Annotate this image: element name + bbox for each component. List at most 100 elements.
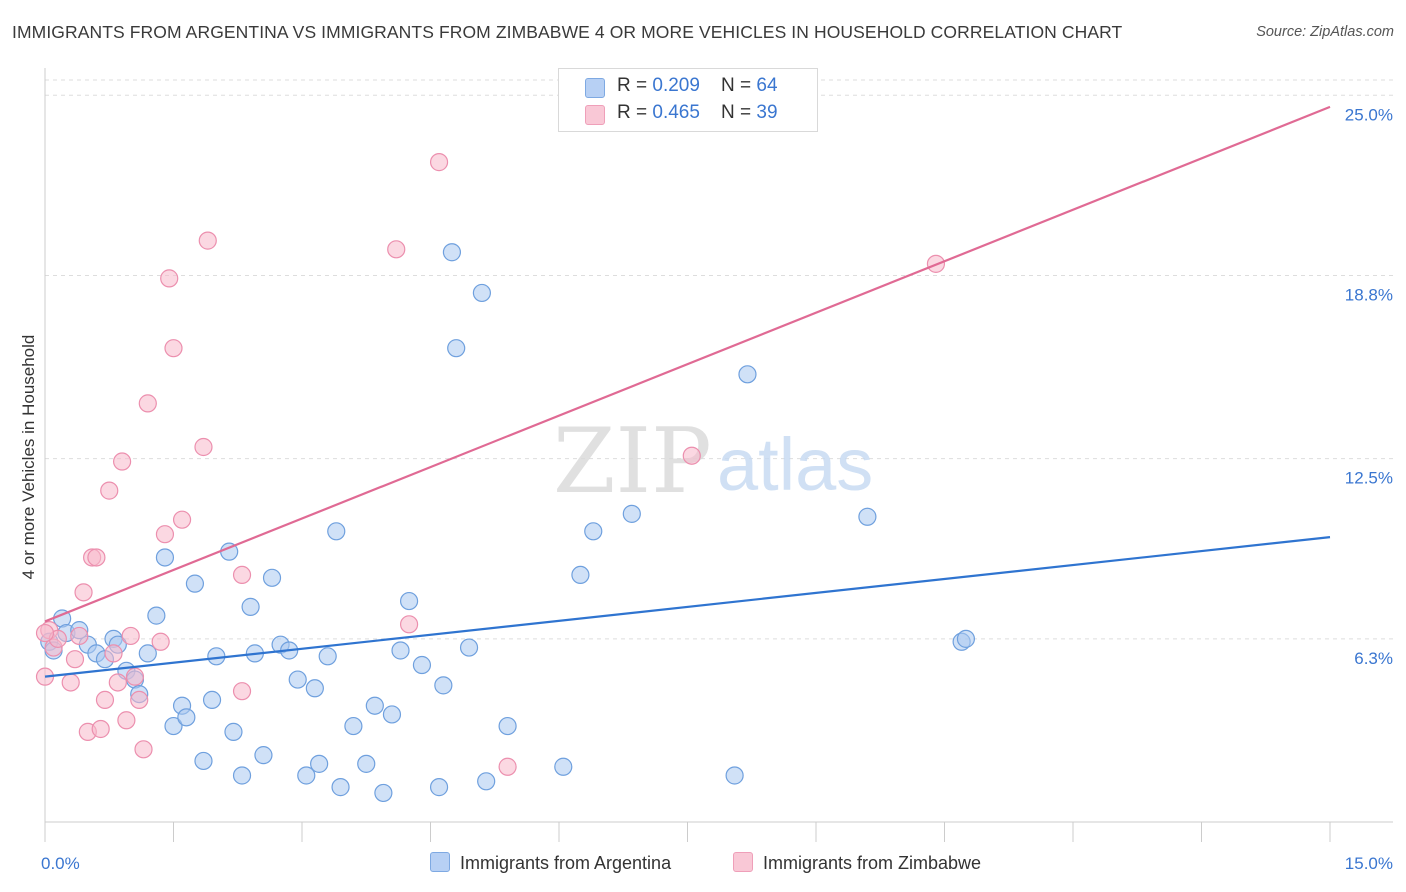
watermark: ZIP atlas bbox=[553, 409, 873, 514]
point-zimbabwe-28 bbox=[194, 437, 213, 457]
point-argentina-18 bbox=[177, 708, 196, 727]
point-zimbabwe-19 bbox=[125, 667, 145, 686]
chart-source: Source: ZipAtlas.com bbox=[1256, 24, 1394, 40]
point-argentina-51 bbox=[459, 638, 479, 657]
point-argentina-26 bbox=[241, 597, 260, 616]
point-argentina-55 bbox=[554, 757, 573, 776]
point-zimbabwe-14 bbox=[104, 644, 123, 663]
bottom-swatch-zimbabwe bbox=[733, 852, 753, 872]
point-zimbabwe-7 bbox=[74, 583, 93, 602]
point-argentina-54 bbox=[498, 716, 517, 736]
point-zimbabwe-12 bbox=[95, 690, 115, 710]
point-argentina-28 bbox=[254, 746, 273, 765]
bottom-legend-label-zimbabwe: Immigrants from Zimbabwe bbox=[763, 853, 982, 873]
point-zimbabwe-23 bbox=[151, 632, 170, 651]
point-zimbabwe-20 bbox=[130, 690, 149, 710]
point-argentina-56 bbox=[571, 565, 590, 585]
point-zimbabwe-13 bbox=[100, 481, 119, 500]
point-zimbabwe-21 bbox=[134, 740, 153, 759]
y-tick-label-2: 18.8% bbox=[1345, 285, 1393, 304]
point-argentina-13 bbox=[138, 644, 157, 663]
trendline-argentina bbox=[44, 536, 1331, 678]
point-argentina-32 bbox=[288, 670, 307, 689]
point-argentina-25 bbox=[232, 766, 252, 785]
point-zimbabwe-4 bbox=[61, 673, 80, 692]
grid-layer bbox=[45, 79, 1393, 640]
point-argentina-59 bbox=[725, 766, 744, 785]
point-argentina-49 bbox=[442, 243, 462, 262]
legend-n-value-argentina: 64 bbox=[756, 75, 778, 96]
point-argentina-57 bbox=[584, 522, 603, 541]
point-zimbabwe-25 bbox=[160, 269, 179, 288]
watermark-atlas: atlas bbox=[717, 423, 873, 506]
legend-r-value-zimbabwe: 0.465 bbox=[652, 102, 700, 123]
point-zimbabwe-27 bbox=[172, 510, 192, 529]
point-argentina-58 bbox=[622, 504, 641, 523]
legend-r-label-zimbabwe: R = bbox=[617, 102, 653, 123]
trend-layer bbox=[44, 105, 1331, 678]
point-argentina-63 bbox=[956, 629, 976, 648]
y-tick-label-1: 12.5% bbox=[1345, 469, 1393, 488]
point-zimbabwe-15 bbox=[108, 673, 127, 692]
point-argentina-53 bbox=[477, 772, 496, 791]
trendline-zimbabwe bbox=[44, 105, 1331, 623]
legend-r-value-argentina: 0.209 bbox=[652, 75, 700, 96]
chart-title: IMMIGRANTS FROM ARGENTINA VS IMMIGRANTS … bbox=[12, 22, 1123, 42]
point-zimbabwe-22 bbox=[138, 394, 157, 413]
point-zimbabwe-6 bbox=[70, 626, 89, 646]
bottom-swatch-argentina bbox=[430, 852, 450, 872]
point-zimbabwe-33 bbox=[399, 615, 419, 634]
legend-n-value-zimbabwe: 39 bbox=[756, 102, 778, 123]
point-argentina-20 bbox=[194, 751, 213, 771]
legend-swatch-zimbabwe bbox=[585, 105, 605, 125]
point-zimbabwe-38 bbox=[35, 623, 55, 643]
legend-r-label-argentina: R = bbox=[617, 75, 653, 96]
point-zimbabwe-10 bbox=[87, 548, 106, 567]
y-tick-label-0: 6.3% bbox=[1354, 649, 1393, 668]
legend-swatch-argentina bbox=[585, 78, 605, 98]
point-zimbabwe-24 bbox=[155, 525, 175, 544]
legend-n-label-zimbabwe: N = bbox=[721, 102, 757, 123]
point-argentina-33 bbox=[297, 766, 316, 785]
point-argentina-44 bbox=[391, 641, 410, 660]
x-tick-label-0: 0.0% bbox=[41, 854, 80, 873]
point-argentina-45 bbox=[399, 591, 419, 611]
point-zimbabwe-18 bbox=[121, 626, 140, 646]
point-argentina-48 bbox=[434, 676, 453, 695]
bottom-legend-argentina: Immigrants from Argentina bbox=[430, 852, 671, 874]
point-argentina-52 bbox=[472, 283, 491, 303]
point-argentina-47 bbox=[429, 778, 449, 797]
point-zimbabwe-36 bbox=[682, 446, 701, 465]
point-argentina-60 bbox=[738, 365, 757, 384]
point-argentina-50 bbox=[447, 339, 466, 358]
point-argentina-29 bbox=[262, 568, 282, 587]
point-argentina-61 bbox=[858, 507, 877, 526]
point-zimbabwe-29 bbox=[198, 231, 217, 250]
tick-labels: 6.3% 12.5% 18.8% 25.0% 0.0% 15.0% bbox=[41, 105, 1393, 873]
point-argentina-34 bbox=[305, 679, 324, 698]
point-argentina-24 bbox=[224, 722, 243, 741]
point-argentina-41 bbox=[365, 696, 384, 715]
point-zimbabwe-32 bbox=[387, 240, 406, 259]
point-argentina-37 bbox=[327, 522, 346, 541]
point-argentina-38 bbox=[331, 778, 350, 797]
point-argentina-43 bbox=[382, 705, 402, 724]
point-zimbabwe-26 bbox=[164, 339, 183, 358]
legend-n-label-argentina: N = bbox=[721, 75, 757, 96]
point-zimbabwe-35 bbox=[498, 757, 517, 776]
bottom-legend-zimbabwe: Immigrants from Zimbabwe bbox=[733, 852, 981, 874]
point-zimbabwe-5 bbox=[65, 650, 85, 669]
correlation-legend: R = 0.209 N = 64 R = 0.465 N = 39 bbox=[558, 68, 818, 132]
point-argentina-21 bbox=[202, 690, 222, 710]
point-zimbabwe-17 bbox=[117, 711, 136, 730]
point-zimbabwe-34 bbox=[429, 153, 449, 172]
y-tick-label-3: 25.0% bbox=[1345, 105, 1393, 124]
point-zimbabwe-16 bbox=[112, 452, 132, 471]
point-argentina-14 bbox=[147, 606, 166, 625]
point-argentina-16 bbox=[164, 716, 183, 736]
point-argentina-46 bbox=[412, 655, 432, 675]
bottom-legend-label-argentina: Immigrants from Argentina bbox=[460, 853, 672, 873]
point-argentina-40 bbox=[357, 754, 376, 773]
point-argentina-42 bbox=[374, 783, 393, 803]
